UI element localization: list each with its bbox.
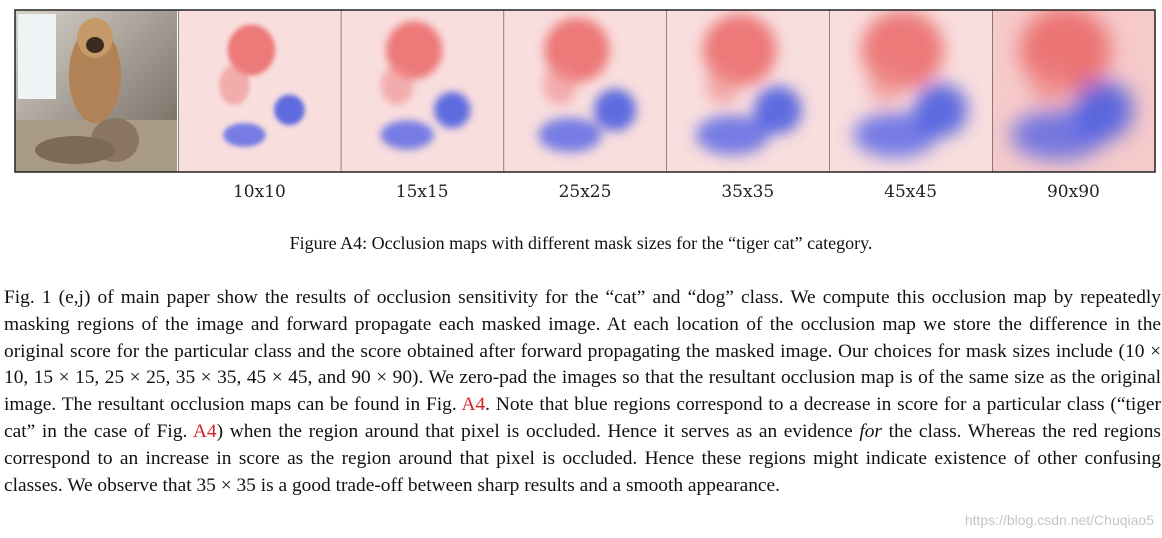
panel-label: 45x45 [884, 182, 937, 202]
blue-region [434, 91, 471, 129]
panel-divider [340, 10, 342, 172]
heat-blobs [1010, 10, 1134, 161]
red-region [542, 65, 578, 105]
occlusion-map [992, 10, 1155, 172]
panel-divider [666, 10, 667, 172]
red-region [219, 65, 250, 105]
text-segment: A4 [461, 394, 486, 416]
red-region [866, 65, 905, 105]
blue-region [538, 117, 602, 153]
text-segment: A4 [192, 420, 217, 442]
figure: 10x10 15x15 25x25 35x35 45x45 90x90 [14, 9, 1156, 202]
text-segment: the class. Whereas the red regions corre… [4, 420, 1161, 496]
blue-region [1010, 109, 1106, 161]
panel-label: 10x10 [233, 182, 286, 202]
blue-region [593, 88, 637, 132]
red-region [704, 65, 741, 105]
watermark: https://blog.csdn.net/Chuqiao5 [964, 512, 1154, 528]
panel-divider [178, 10, 179, 172]
occlusion-map [340, 10, 504, 172]
photo [15, 10, 177, 172]
panel-label: 25x25 [559, 182, 612, 202]
occlusion-map [503, 10, 667, 172]
panel-label: 90x90 [1047, 182, 1100, 202]
panel-divider [503, 10, 505, 172]
red-region [1028, 65, 1069, 105]
red-region [381, 65, 414, 105]
occlusion-maps [178, 10, 1155, 172]
panel-label: 15x15 [396, 182, 449, 202]
occlusion-map [666, 10, 830, 172]
blue-region [753, 86, 802, 134]
heat-blobs [538, 17, 637, 153]
panel-divider [992, 10, 993, 172]
heat-blobs [380, 21, 471, 150]
text-segment: ) when the region around that pixel is o… [216, 420, 860, 442]
text-segment: Fig. 1 (e,j) of main paper show the resu… [4, 287, 1161, 416]
panel-label: 35x35 [721, 182, 774, 202]
panel-divider [829, 10, 830, 172]
text-segment: . Note that blue regions correspond to a… [4, 394, 1161, 442]
text-segment: for [859, 420, 882, 442]
occlusion-map [178, 10, 341, 172]
occlusion-map [829, 10, 992, 172]
red-region [227, 24, 276, 76]
figure-caption: Figure A4: Occlusion maps with different… [289, 233, 873, 253]
red-region [386, 21, 443, 79]
blue-region [380, 120, 434, 150]
body-paragraph: Fig. 1 (e,j) of main paper show the resu… [4, 285, 1161, 499]
blue-region [274, 94, 305, 126]
blue-region [853, 112, 938, 158]
heat-blobs [853, 10, 968, 158]
figure-frame [14, 9, 1156, 173]
heat-blobs [219, 24, 305, 147]
blue-region [695, 115, 770, 155]
heat-blobs [695, 14, 802, 155]
panel-labels: 10x10 15x15 25x25 35x35 45x45 90x90 [233, 182, 1100, 202]
blue-region [223, 123, 266, 147]
